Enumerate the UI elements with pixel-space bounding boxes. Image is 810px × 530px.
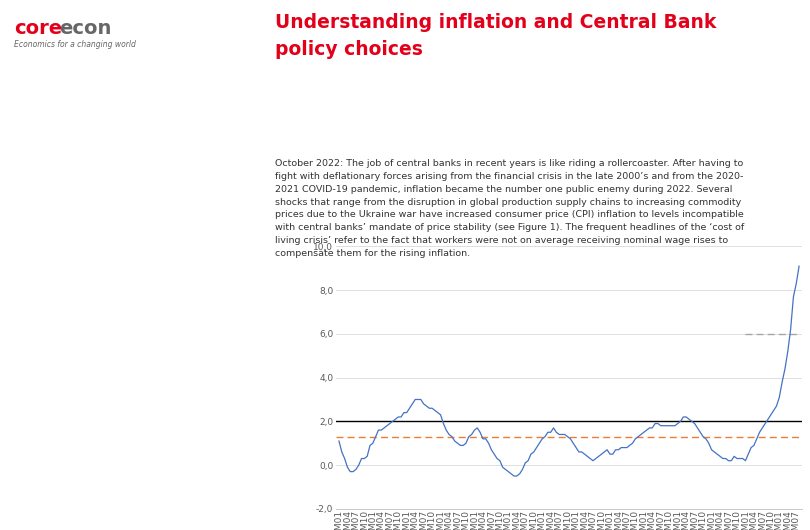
Text: econ: econ — [59, 19, 112, 38]
Text: Economics for a changing world: Economics for a changing world — [14, 40, 135, 49]
Text: October 2022: The job of central banks in recent years is like riding a rollerco: October 2022: The job of central banks i… — [275, 159, 744, 258]
Text: core: core — [14, 19, 62, 38]
Text: Understanding inflation and Central Bank
policy choices: Understanding inflation and Central Bank… — [275, 13, 717, 59]
